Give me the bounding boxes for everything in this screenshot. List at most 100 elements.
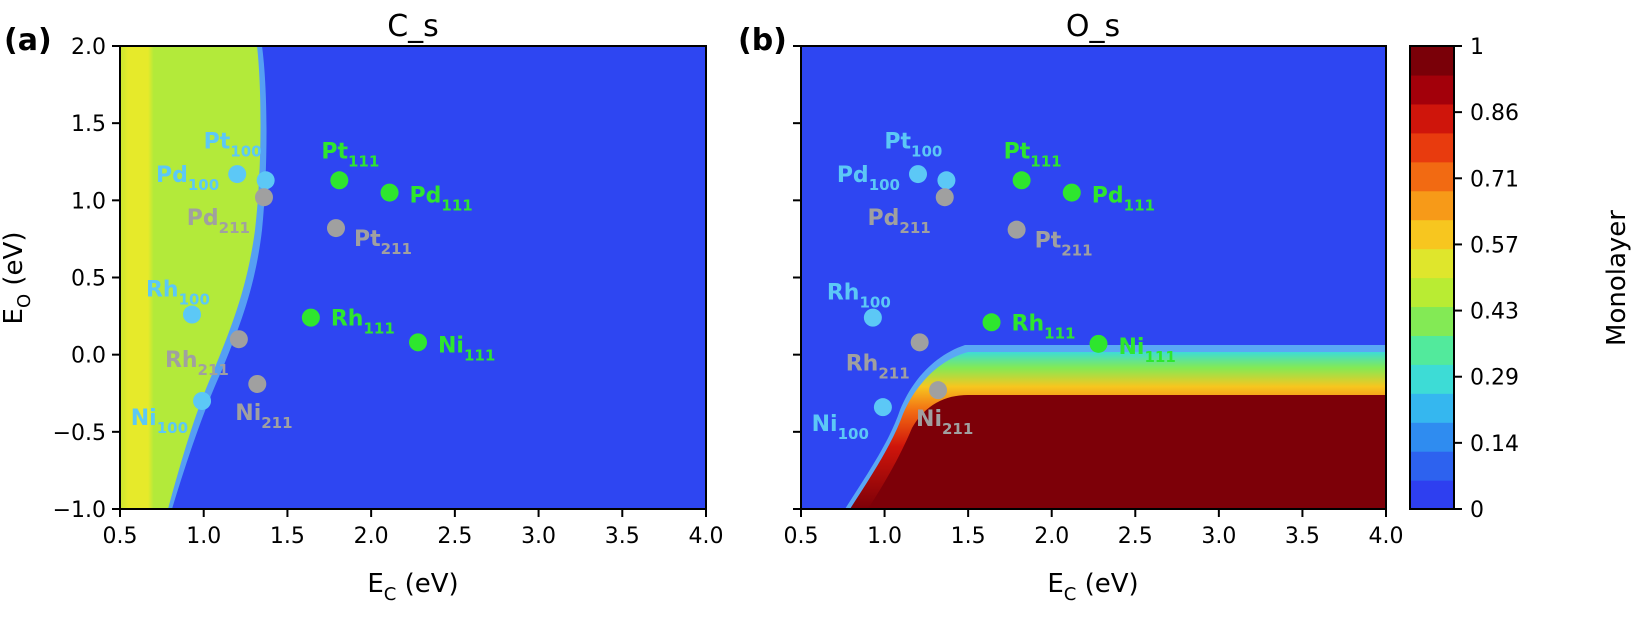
point-label: Rh100 bbox=[146, 278, 210, 309]
colorbar-band bbox=[1410, 161, 1454, 192]
y-tick-label: −0.5 bbox=[53, 421, 106, 446]
colorbar-band bbox=[1410, 248, 1454, 279]
point-pd-111 bbox=[380, 183, 399, 202]
colorbar-label: Monolayer bbox=[1602, 210, 1632, 346]
colorbar-band bbox=[1410, 190, 1454, 221]
colorbar-band bbox=[1410, 103, 1454, 134]
point-label: Pd111 bbox=[410, 184, 473, 215]
colorbar: 0 0.14 0.29 0.43 0.57 0.71 0.86 1 Monolayer bbox=[1409, 35, 1632, 523]
xlabel-a: EC (eV) bbox=[367, 569, 458, 605]
point-label: Rh111 bbox=[331, 307, 395, 338]
colorbar-tick-label: 0.43 bbox=[1470, 300, 1519, 325]
point-label: Pt111 bbox=[1004, 139, 1062, 170]
xlabel-b: EC (eV) bbox=[1047, 569, 1138, 605]
colorbar-band bbox=[1410, 335, 1454, 365]
point-label: Ni100 bbox=[131, 406, 188, 437]
point-rh-111 bbox=[301, 308, 320, 327]
x-tick-label: 2.5 bbox=[437, 524, 472, 549]
y-tick-label: 1.0 bbox=[71, 189, 106, 214]
x-tick-label: 2.0 bbox=[354, 524, 389, 549]
colorbar-ticks: 0 0.14 0.29 0.43 0.57 0.71 0.86 1 bbox=[1454, 35, 1519, 523]
point-pd-100 bbox=[909, 165, 927, 184]
point-label: Ni100 bbox=[812, 412, 869, 443]
colorbar-tick-label: 0.71 bbox=[1470, 167, 1519, 192]
point-ni-211 bbox=[929, 381, 948, 400]
point-rh-211 bbox=[229, 330, 248, 349]
point-label: Pt100 bbox=[204, 129, 262, 160]
point-pt-211 bbox=[1007, 220, 1026, 239]
point-label: Ni111 bbox=[438, 333, 495, 364]
x-tick-label: 1.0 bbox=[186, 524, 221, 549]
point-ni-100 bbox=[873, 398, 892, 417]
colorbar-tick-label: 1 bbox=[1470, 35, 1484, 60]
colorbar-band bbox=[1410, 277, 1454, 308]
point-label: Pd111 bbox=[1092, 184, 1155, 215]
colorbar-tick-label: 0 bbox=[1470, 498, 1484, 523]
colorbar-band bbox=[1410, 132, 1454, 163]
x-tick-label: 0.5 bbox=[103, 524, 138, 549]
point-rh-111 bbox=[982, 313, 1001, 332]
x-tick-label: 4.0 bbox=[689, 524, 724, 549]
colorbar-frame bbox=[1409, 45, 1455, 510]
point-pt-211 bbox=[326, 219, 345, 238]
colorbar-tick-label: 0.29 bbox=[1470, 366, 1519, 391]
point-label: Pd211 bbox=[187, 206, 250, 237]
x-tick-label: 2.5 bbox=[1118, 524, 1153, 549]
x-tick-label: 0.5 bbox=[784, 524, 819, 549]
point-label: Ni211 bbox=[916, 407, 973, 438]
x-tick-label: 1.5 bbox=[951, 524, 986, 549]
heatmap-region-high bbox=[845, 345, 1386, 509]
panel-c-s: 0.5 1.0 1.5 2.0 2.5 3.0 3.5 4.0 −1.0 −0.5 0.0 0.5 1.… bbox=[0, 9, 724, 605]
point-label: Rh111 bbox=[1012, 311, 1076, 342]
y-tick-label: 0.5 bbox=[71, 267, 106, 292]
point-pd-211 bbox=[935, 188, 954, 207]
point-label: Rh211 bbox=[165, 348, 229, 379]
x-tick-label: 1.5 bbox=[270, 524, 305, 549]
point-ni-111 bbox=[409, 333, 428, 352]
point-label: Ni211 bbox=[235, 401, 292, 432]
point-label: Pt111 bbox=[321, 139, 379, 170]
point-pt-111 bbox=[330, 171, 349, 190]
point-label: Rh211 bbox=[846, 351, 910, 382]
point-label: Rh100 bbox=[827, 281, 891, 312]
point-label: Pd100 bbox=[156, 163, 219, 194]
colorbar-band bbox=[1410, 306, 1454, 336]
point-pt-111 bbox=[1012, 171, 1031, 190]
title-b: O_s bbox=[1066, 9, 1120, 44]
point-label: Pd100 bbox=[837, 163, 900, 194]
point-rh-211 bbox=[910, 333, 929, 352]
y-tick-label: 1.5 bbox=[71, 112, 106, 137]
colorbar-tick-label: 0.14 bbox=[1470, 432, 1519, 457]
point-label: Pd211 bbox=[868, 206, 931, 237]
x-tick-label: 3.0 bbox=[521, 524, 556, 549]
point-label: Ni111 bbox=[1119, 335, 1176, 366]
x-tick-label: 1.0 bbox=[867, 524, 902, 549]
x-tick-label: 2.0 bbox=[1034, 524, 1069, 549]
colorbar-band bbox=[1410, 219, 1454, 250]
colorbar-band bbox=[1410, 74, 1454, 105]
point-pd-211 bbox=[254, 188, 273, 207]
point-ni-211 bbox=[248, 374, 267, 393]
point-ni-100 bbox=[193, 391, 212, 410]
title-a: C_s bbox=[387, 9, 439, 44]
point-rh-100 bbox=[863, 308, 882, 327]
point-pd-100 bbox=[228, 165, 247, 184]
y-tick-label: 2.0 bbox=[71, 35, 106, 60]
colorbar-band bbox=[1410, 422, 1454, 452]
x-tick-label: 4.0 bbox=[1369, 524, 1404, 549]
x-tick-label: 3.0 bbox=[1201, 524, 1236, 549]
point-pd-111 bbox=[1062, 183, 1081, 202]
colorbar-band bbox=[1410, 451, 1454, 481]
axis-ticks-a: 0.5 1.0 1.5 2.0 2.5 3.0 3.5 4.0 −1.0 −0.5 0.0 0.5 1.… bbox=[53, 35, 724, 549]
colorbar-band bbox=[1410, 46, 1454, 76]
colorbar-tick-label: 0.86 bbox=[1470, 101, 1519, 126]
panel-label-b: (b) bbox=[738, 23, 787, 58]
colorbar-band bbox=[1410, 480, 1454, 510]
heatmap-region-high bbox=[120, 46, 267, 509]
ylabel-a: EO (eV) bbox=[0, 232, 35, 325]
point-ni-111 bbox=[1089, 334, 1108, 353]
